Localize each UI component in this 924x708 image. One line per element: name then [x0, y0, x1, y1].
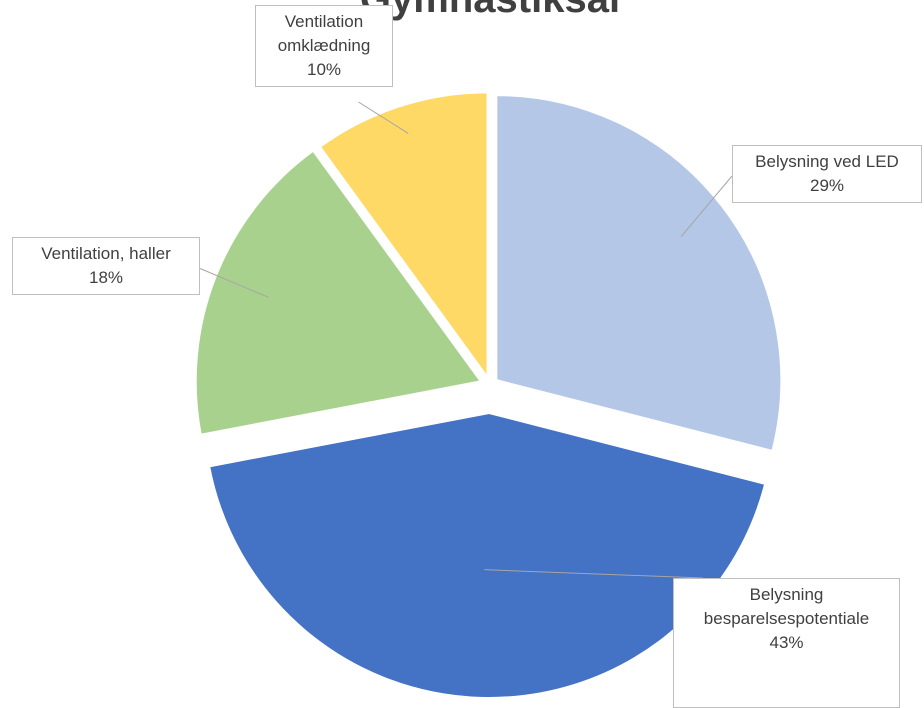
label-category: Belysning ved LED [755, 152, 899, 171]
chart-title: Gymnastiksal [360, 0, 620, 21]
leader-line [358, 101, 409, 134]
label-category: Ventilation omklædning [277, 12, 371, 55]
pie-slice [495, 94, 783, 453]
data-label: Belysning besparelsespotentiale 43% [673, 578, 900, 708]
pie-slice [194, 149, 483, 436]
data-label: Ventilation omklædning 10% [255, 5, 393, 87]
label-value: 43% [769, 633, 804, 652]
leader-line [484, 569, 704, 579]
label-value: 10% [306, 60, 342, 79]
leader-line [199, 268, 269, 298]
data-label: Ventilation, haller 18% [12, 237, 200, 295]
label-category: Belysning besparelsespotentiale [703, 585, 870, 628]
label-value: 18% [88, 268, 124, 287]
label-category: Ventilation, haller [41, 244, 171, 263]
pie-slice [318, 91, 489, 381]
data-label: Belysning ved LED 29% [732, 145, 922, 203]
label-value: 29% [809, 176, 845, 195]
leader-line [680, 175, 733, 238]
